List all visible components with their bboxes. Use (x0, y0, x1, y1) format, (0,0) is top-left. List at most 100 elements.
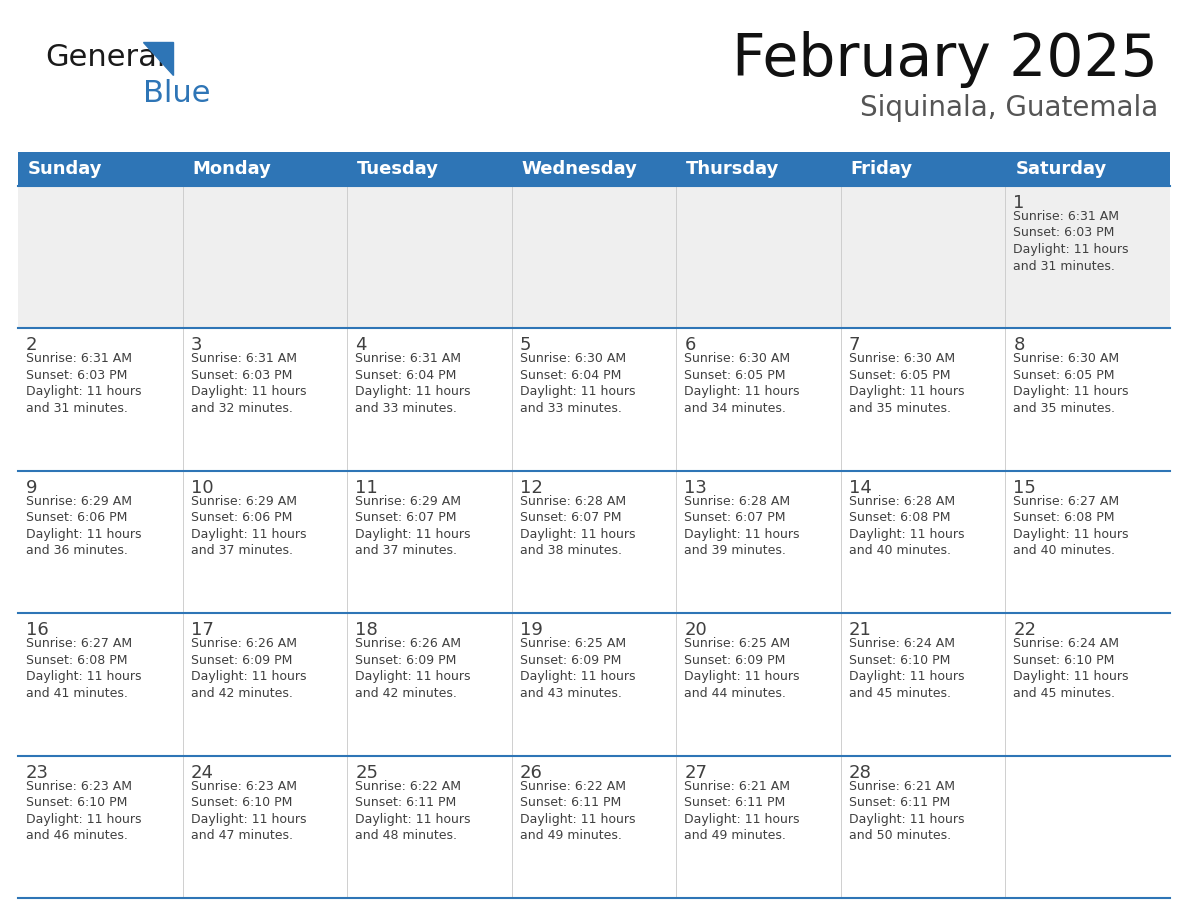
Text: and 31 minutes.: and 31 minutes. (1013, 260, 1116, 273)
Text: and 43 minutes.: and 43 minutes. (519, 687, 621, 700)
Text: Sunrise: 6:24 AM: Sunrise: 6:24 AM (849, 637, 955, 650)
Text: 22: 22 (1013, 621, 1036, 639)
Text: and 33 minutes.: and 33 minutes. (355, 402, 457, 415)
Text: Sunset: 6:04 PM: Sunset: 6:04 PM (355, 369, 456, 382)
Text: Sunrise: 6:26 AM: Sunrise: 6:26 AM (355, 637, 461, 650)
Text: and 42 minutes.: and 42 minutes. (190, 687, 292, 700)
Text: Daylight: 11 hours: Daylight: 11 hours (355, 528, 470, 541)
Text: Sunrise: 6:31 AM: Sunrise: 6:31 AM (26, 353, 132, 365)
Text: Sunset: 6:09 PM: Sunset: 6:09 PM (684, 654, 785, 666)
Text: and 31 minutes.: and 31 minutes. (26, 402, 128, 415)
Text: Sunrise: 6:25 AM: Sunrise: 6:25 AM (684, 637, 790, 650)
Bar (18, 471, 1170, 613)
Text: and 32 minutes.: and 32 minutes. (190, 402, 292, 415)
Text: Daylight: 11 hours: Daylight: 11 hours (684, 812, 800, 825)
Text: Daylight: 11 hours: Daylight: 11 hours (1013, 243, 1129, 256)
Text: Sunset: 6:11 PM: Sunset: 6:11 PM (684, 796, 785, 809)
Polygon shape (143, 42, 173, 75)
Text: Sunset: 6:05 PM: Sunset: 6:05 PM (684, 369, 785, 382)
Text: Sunset: 6:11 PM: Sunset: 6:11 PM (355, 796, 456, 809)
Text: Sunrise: 6:31 AM: Sunrise: 6:31 AM (1013, 210, 1119, 223)
Text: Daylight: 11 hours: Daylight: 11 hours (519, 528, 636, 541)
Text: Wednesday: Wednesday (522, 160, 638, 178)
Text: Sunrise: 6:30 AM: Sunrise: 6:30 AM (684, 353, 790, 365)
Text: 3: 3 (190, 336, 202, 354)
Text: 15: 15 (1013, 479, 1036, 497)
Text: Sunrise: 6:21 AM: Sunrise: 6:21 AM (849, 779, 955, 792)
Text: and 41 minutes.: and 41 minutes. (26, 687, 128, 700)
Text: Sunset: 6:09 PM: Sunset: 6:09 PM (355, 654, 456, 666)
Text: and 36 minutes.: and 36 minutes. (26, 544, 128, 557)
Text: Sunrise: 6:29 AM: Sunrise: 6:29 AM (190, 495, 297, 508)
Text: Daylight: 11 hours: Daylight: 11 hours (849, 386, 965, 398)
Text: Sunrise: 6:23 AM: Sunrise: 6:23 AM (26, 779, 132, 792)
Text: 6: 6 (684, 336, 696, 354)
Text: 10: 10 (190, 479, 213, 497)
Text: Sunset: 6:07 PM: Sunset: 6:07 PM (519, 511, 621, 524)
Text: and 40 minutes.: and 40 minutes. (849, 544, 950, 557)
Text: 28: 28 (849, 764, 872, 781)
Text: and 37 minutes.: and 37 minutes. (355, 544, 457, 557)
Text: Sunday: Sunday (29, 160, 102, 178)
Bar (18, 152, 1170, 186)
Text: Daylight: 11 hours: Daylight: 11 hours (1013, 670, 1129, 683)
Text: 19: 19 (519, 621, 543, 639)
Text: Daylight: 11 hours: Daylight: 11 hours (355, 386, 470, 398)
Text: and 42 minutes.: and 42 minutes. (355, 687, 457, 700)
Text: and 45 minutes.: and 45 minutes. (849, 687, 950, 700)
Text: and 46 minutes.: and 46 minutes. (26, 829, 128, 842)
Text: Daylight: 11 hours: Daylight: 11 hours (1013, 528, 1129, 541)
Text: 2: 2 (26, 336, 38, 354)
Text: Sunset: 6:03 PM: Sunset: 6:03 PM (26, 369, 127, 382)
Text: Siquinala, Guatemala: Siquinala, Guatemala (860, 94, 1158, 122)
Text: General: General (45, 43, 165, 73)
Text: 16: 16 (26, 621, 49, 639)
Text: Sunset: 6:07 PM: Sunset: 6:07 PM (684, 511, 785, 524)
Text: Sunset: 6:05 PM: Sunset: 6:05 PM (1013, 369, 1114, 382)
Text: Sunrise: 6:28 AM: Sunrise: 6:28 AM (519, 495, 626, 508)
Text: Sunrise: 6:28 AM: Sunrise: 6:28 AM (849, 495, 955, 508)
Text: Daylight: 11 hours: Daylight: 11 hours (684, 670, 800, 683)
Text: Sunrise: 6:21 AM: Sunrise: 6:21 AM (684, 779, 790, 792)
Text: Sunrise: 6:30 AM: Sunrise: 6:30 AM (519, 353, 626, 365)
Text: Sunset: 6:10 PM: Sunset: 6:10 PM (1013, 654, 1114, 666)
Text: and 47 minutes.: and 47 minutes. (190, 829, 292, 842)
Text: Sunrise: 6:29 AM: Sunrise: 6:29 AM (355, 495, 461, 508)
Text: 1: 1 (1013, 194, 1025, 212)
Text: Monday: Monday (192, 160, 271, 178)
Text: Sunset: 6:04 PM: Sunset: 6:04 PM (519, 369, 621, 382)
Text: Sunset: 6:06 PM: Sunset: 6:06 PM (190, 511, 292, 524)
Text: 4: 4 (355, 336, 367, 354)
Text: Sunset: 6:11 PM: Sunset: 6:11 PM (519, 796, 621, 809)
Text: Sunset: 6:10 PM: Sunset: 6:10 PM (849, 654, 950, 666)
Text: Saturday: Saturday (1016, 160, 1107, 178)
Bar (18, 329, 1170, 471)
Text: 7: 7 (849, 336, 860, 354)
Text: Tuesday: Tuesday (358, 160, 440, 178)
Text: Daylight: 11 hours: Daylight: 11 hours (190, 528, 307, 541)
Text: 27: 27 (684, 764, 707, 781)
Text: Sunrise: 6:30 AM: Sunrise: 6:30 AM (1013, 353, 1119, 365)
Text: Daylight: 11 hours: Daylight: 11 hours (519, 386, 636, 398)
Text: February 2025: February 2025 (732, 31, 1158, 88)
Text: Sunset: 6:07 PM: Sunset: 6:07 PM (355, 511, 456, 524)
Text: Daylight: 11 hours: Daylight: 11 hours (26, 670, 141, 683)
Text: Sunset: 6:10 PM: Sunset: 6:10 PM (26, 796, 127, 809)
Text: Sunrise: 6:31 AM: Sunrise: 6:31 AM (190, 353, 297, 365)
Text: Sunset: 6:09 PM: Sunset: 6:09 PM (190, 654, 292, 666)
Text: Daylight: 11 hours: Daylight: 11 hours (849, 670, 965, 683)
Text: Daylight: 11 hours: Daylight: 11 hours (684, 528, 800, 541)
Text: Daylight: 11 hours: Daylight: 11 hours (26, 528, 141, 541)
Text: 11: 11 (355, 479, 378, 497)
Text: and 38 minutes.: and 38 minutes. (519, 544, 621, 557)
Text: Sunset: 6:08 PM: Sunset: 6:08 PM (849, 511, 950, 524)
Text: Sunrise: 6:27 AM: Sunrise: 6:27 AM (1013, 495, 1119, 508)
Text: and 37 minutes.: and 37 minutes. (190, 544, 292, 557)
Text: and 49 minutes.: and 49 minutes. (684, 829, 786, 842)
Bar (18, 613, 1170, 756)
Text: and 34 minutes.: and 34 minutes. (684, 402, 786, 415)
Text: 8: 8 (1013, 336, 1025, 354)
Text: Sunset: 6:05 PM: Sunset: 6:05 PM (849, 369, 950, 382)
Text: and 35 minutes.: and 35 minutes. (1013, 402, 1116, 415)
Text: Daylight: 11 hours: Daylight: 11 hours (26, 812, 141, 825)
